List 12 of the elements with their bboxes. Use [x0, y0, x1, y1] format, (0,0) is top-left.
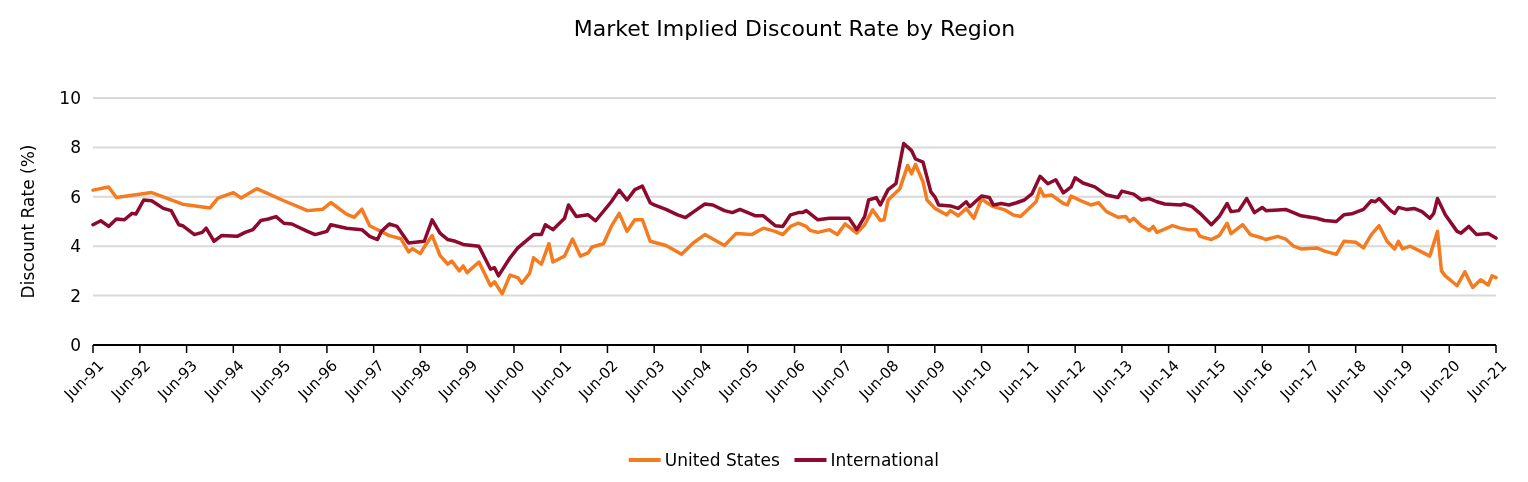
legend-label: International: [830, 449, 939, 470]
y-tick-label: 10: [59, 87, 81, 108]
y-tick-label: 6: [70, 186, 81, 207]
y-tick-label: 4: [70, 236, 81, 257]
chart-title: Market Implied Discount Rate by Region: [573, 16, 1016, 41]
y-tick-label: 2: [70, 285, 81, 306]
legend-label: United States: [664, 449, 780, 470]
y-tick-label: 0: [70, 334, 81, 355]
line-series: [91, 141, 1498, 278]
line-series: [91, 162, 1498, 296]
y-axis-title: Discount Rate (%): [17, 144, 38, 299]
y-tick-label: 8: [70, 137, 81, 158]
